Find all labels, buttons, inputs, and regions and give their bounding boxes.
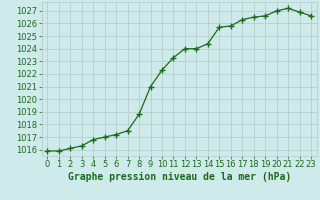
X-axis label: Graphe pression niveau de la mer (hPa): Graphe pression niveau de la mer (hPa): [68, 172, 291, 182]
